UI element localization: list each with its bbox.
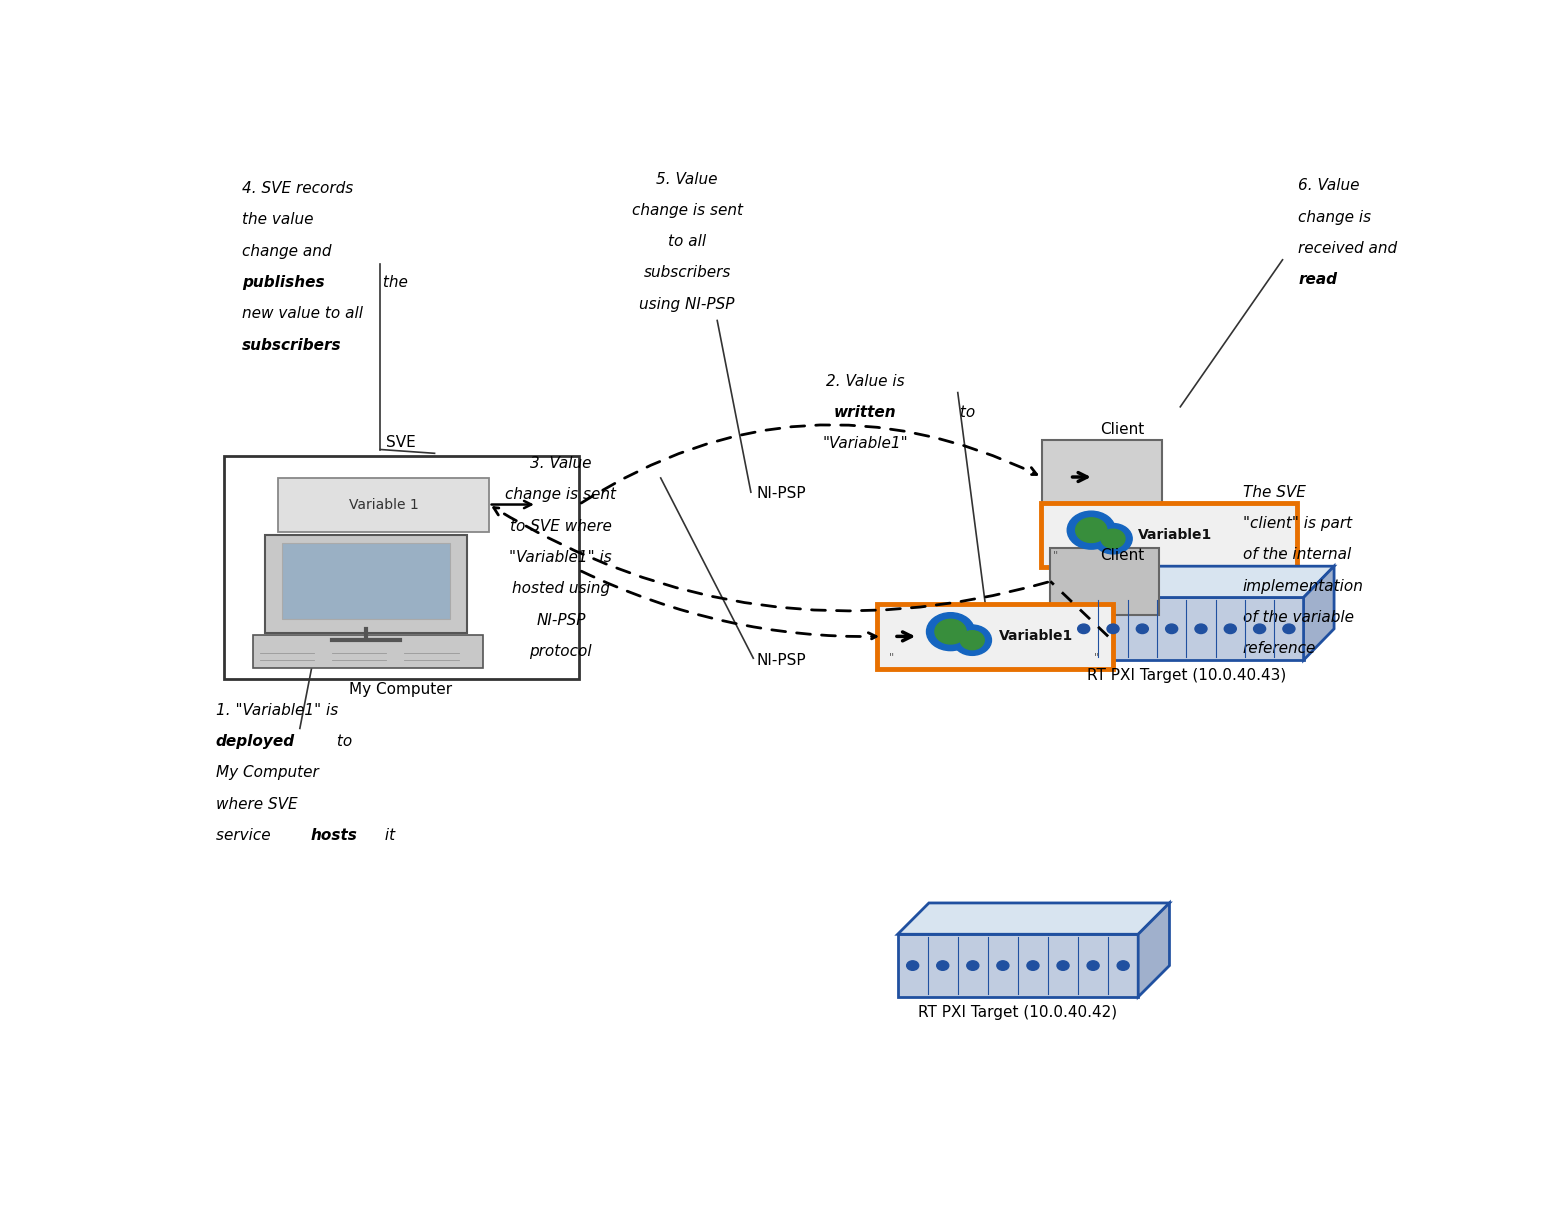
- Circle shape: [967, 961, 979, 971]
- Polygon shape: [1304, 567, 1335, 660]
- Text: SVE: SVE: [386, 435, 416, 450]
- Text: the value: the value: [242, 212, 314, 228]
- FancyBboxPatch shape: [253, 636, 483, 668]
- Text: where SVE: where SVE: [216, 797, 298, 812]
- Text: read: read: [1297, 272, 1338, 287]
- Text: 4. SVE records: 4. SVE records: [242, 181, 354, 196]
- Text: Client: Client: [1100, 423, 1144, 437]
- Text: change and: change and: [242, 244, 332, 259]
- Text: received and: received and: [1297, 240, 1397, 256]
- Circle shape: [927, 612, 975, 650]
- Text: subscribers: subscribers: [242, 338, 341, 352]
- Polygon shape: [1138, 903, 1170, 997]
- Circle shape: [1086, 961, 1099, 971]
- FancyBboxPatch shape: [1041, 440, 1162, 514]
- Circle shape: [1195, 625, 1207, 633]
- Text: implementation: implementation: [1243, 579, 1364, 594]
- Text: 6. Value: 6. Value: [1297, 179, 1360, 193]
- Text: RT PXI Target (10.0.40.43): RT PXI Target (10.0.40.43): [1086, 668, 1287, 683]
- Circle shape: [953, 625, 992, 655]
- Polygon shape: [1069, 567, 1335, 598]
- Circle shape: [1094, 524, 1131, 554]
- Text: 2. Value is: 2. Value is: [826, 373, 905, 388]
- Text: "client" is part: "client" is part: [1243, 516, 1352, 531]
- FancyBboxPatch shape: [278, 478, 489, 532]
- Text: of the internal: of the internal: [1243, 547, 1352, 562]
- Text: RT PXI Target (10.0.40.42): RT PXI Target (10.0.40.42): [919, 1005, 1117, 1020]
- Circle shape: [1136, 625, 1148, 633]
- Text: of the variable: of the variable: [1243, 610, 1353, 625]
- Text: hosted using: hosted using: [512, 582, 610, 596]
- Text: ": ": [1094, 652, 1099, 662]
- Text: Variable1: Variable1: [998, 630, 1072, 643]
- Text: to all: to all: [667, 234, 706, 249]
- Text: to: to: [332, 734, 352, 749]
- Text: new value to all: new value to all: [242, 307, 363, 322]
- Circle shape: [1284, 625, 1294, 633]
- Circle shape: [1057, 961, 1069, 971]
- Text: change is sent: change is sent: [632, 203, 743, 218]
- Text: to SVE where: to SVE where: [511, 519, 611, 533]
- Text: ": ": [1277, 549, 1284, 559]
- Circle shape: [1100, 530, 1125, 548]
- Text: Variable1: Variable1: [1138, 527, 1212, 542]
- Text: ": ": [889, 652, 894, 662]
- Circle shape: [1254, 625, 1265, 633]
- Circle shape: [961, 631, 984, 649]
- Circle shape: [937, 961, 948, 971]
- Text: it: it: [380, 828, 396, 843]
- Text: 3. Value: 3. Value: [531, 456, 591, 471]
- FancyBboxPatch shape: [1041, 503, 1297, 567]
- Text: protocol: protocol: [529, 644, 593, 659]
- Text: to: to: [956, 405, 976, 420]
- Circle shape: [1027, 961, 1038, 971]
- Polygon shape: [897, 903, 1170, 934]
- Circle shape: [1107, 625, 1119, 633]
- Text: service: service: [216, 828, 275, 843]
- Circle shape: [1068, 511, 1116, 549]
- Text: 5. Value: 5. Value: [656, 171, 719, 186]
- Circle shape: [1117, 961, 1130, 971]
- FancyBboxPatch shape: [223, 456, 579, 679]
- Circle shape: [1076, 517, 1107, 542]
- Text: NI-PSP: NI-PSP: [757, 485, 807, 500]
- FancyBboxPatch shape: [265, 535, 467, 632]
- Circle shape: [906, 961, 919, 971]
- Text: reference: reference: [1243, 641, 1316, 657]
- Text: "Variable1": "Variable1": [823, 436, 908, 451]
- Text: "Variable1" is: "Variable1" is: [509, 549, 611, 565]
- Text: 1. "Variable1" is: 1. "Variable1" is: [216, 702, 338, 718]
- Text: NI-PSP: NI-PSP: [535, 612, 585, 627]
- Circle shape: [996, 961, 1009, 971]
- Text: NI-PSP: NI-PSP: [757, 653, 807, 668]
- Text: ": ": [1052, 549, 1058, 559]
- Text: publishes: publishes: [242, 275, 324, 290]
- Text: subscribers: subscribers: [644, 265, 731, 281]
- Circle shape: [1166, 625, 1178, 633]
- Text: the: the: [379, 275, 408, 290]
- Circle shape: [1077, 625, 1090, 633]
- Text: My Computer: My Computer: [349, 683, 453, 697]
- FancyBboxPatch shape: [877, 604, 1113, 669]
- Text: Variable 1: Variable 1: [349, 498, 419, 511]
- Circle shape: [934, 620, 967, 644]
- Text: using NI-PSP: using NI-PSP: [639, 297, 736, 312]
- Text: change is: change is: [1297, 209, 1372, 224]
- FancyBboxPatch shape: [282, 543, 450, 620]
- Text: My Computer: My Computer: [216, 765, 318, 780]
- Polygon shape: [1069, 598, 1304, 660]
- Text: Client: Client: [1100, 548, 1144, 563]
- Text: The SVE: The SVE: [1243, 484, 1305, 500]
- Text: deployed: deployed: [216, 734, 295, 749]
- Text: written: written: [833, 405, 897, 420]
- Polygon shape: [897, 934, 1138, 997]
- Circle shape: [1225, 625, 1237, 633]
- Text: hosts: hosts: [310, 828, 357, 843]
- FancyBboxPatch shape: [1051, 548, 1159, 615]
- Text: change is sent: change is sent: [506, 488, 616, 503]
